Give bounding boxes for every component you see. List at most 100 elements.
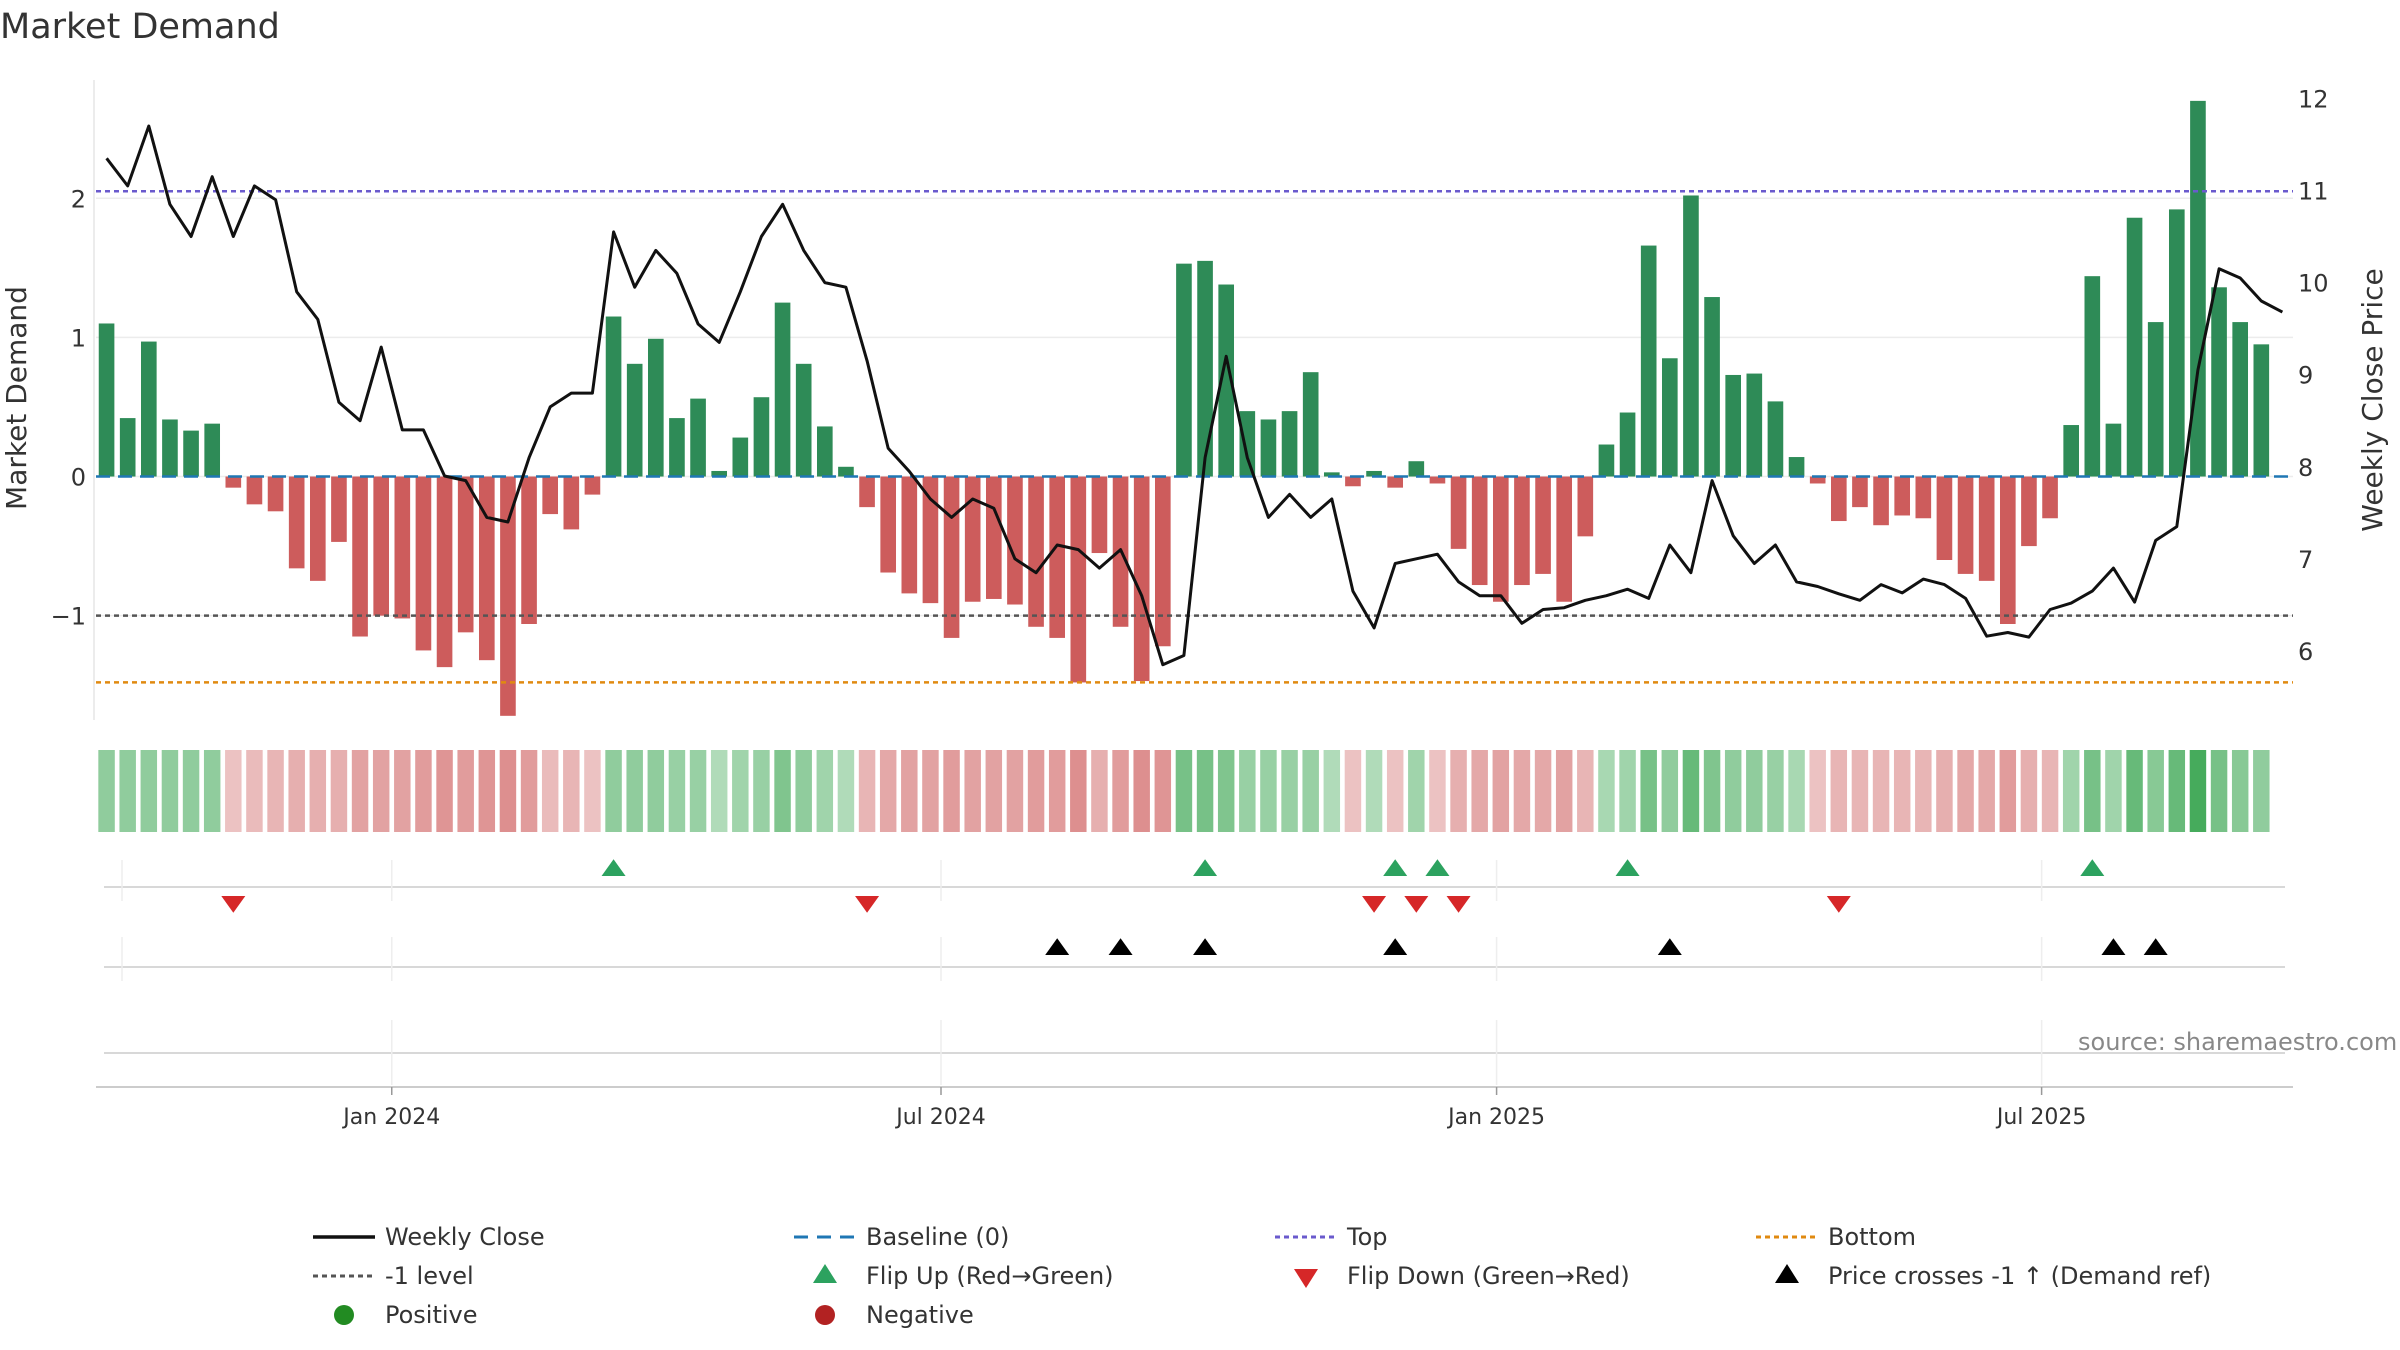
bar-positive bbox=[626, 363, 643, 477]
heat-cell bbox=[2062, 750, 2080, 832]
bar-positive bbox=[204, 423, 221, 477]
y2-tick-label: 11 bbox=[2298, 178, 2329, 206]
heat-cell bbox=[394, 750, 411, 832]
flip-up-marker bbox=[601, 859, 626, 876]
bar-negative bbox=[1387, 476, 1404, 488]
legend-swatch-triangle-up bbox=[813, 1264, 837, 1283]
flip-up-marker bbox=[1383, 859, 1408, 876]
heat-cell bbox=[1893, 750, 1911, 832]
bar-negative bbox=[859, 476, 875, 508]
flip-down-marker bbox=[1446, 896, 1471, 913]
heat-cell bbox=[1070, 750, 1087, 832]
bar-negative bbox=[309, 476, 326, 581]
heat-cell bbox=[1027, 750, 1045, 832]
bar-negative bbox=[1999, 476, 2016, 624]
bar-positive bbox=[1281, 411, 1298, 477]
x-tick-label: Jul 2025 bbox=[1995, 1105, 2087, 1130]
bar-negative bbox=[1809, 476, 1826, 484]
bar-negative bbox=[1450, 476, 1467, 549]
heat-cell bbox=[563, 750, 580, 832]
heat-cell bbox=[922, 750, 939, 832]
bar-negative bbox=[1133, 476, 1150, 682]
legend-label-bottom: Bottom bbox=[1828, 1223, 1916, 1251]
bar-positive bbox=[140, 341, 157, 477]
heat-cell bbox=[520, 750, 538, 832]
heat-cell bbox=[732, 750, 749, 832]
heat-cell bbox=[1978, 750, 1995, 832]
bar-negative bbox=[225, 476, 242, 488]
legend-label-baseline: Baseline (0) bbox=[866, 1223, 1009, 1251]
heat-cell bbox=[1830, 750, 1848, 832]
heat-cell bbox=[1640, 750, 1657, 832]
heat-cell bbox=[478, 750, 496, 832]
heat-cell bbox=[689, 750, 707, 832]
heat-cell bbox=[1239, 750, 1256, 832]
bar-negative bbox=[1957, 476, 1974, 574]
bar-positive bbox=[1323, 472, 1340, 477]
bar-negative bbox=[1028, 476, 1044, 627]
price-cross-marker bbox=[1193, 938, 1218, 955]
bar-negative bbox=[373, 476, 390, 616]
heat-cell bbox=[1915, 750, 1932, 832]
price-line bbox=[105, 124, 2284, 667]
heat-cell bbox=[161, 750, 179, 832]
bar-positive bbox=[2084, 276, 2101, 477]
heat-cell bbox=[1682, 750, 1700, 832]
bar-negative bbox=[1345, 476, 1361, 487]
legend-label-negative: Negative bbox=[866, 1301, 974, 1329]
heat-cell bbox=[1767, 750, 1784, 832]
demand-bars bbox=[98, 100, 2270, 716]
bar-negative bbox=[436, 476, 453, 668]
heat-cell bbox=[372, 750, 390, 832]
y2-tick-label: 9 bbox=[2298, 362, 2313, 390]
bar-negative bbox=[1852, 476, 1868, 508]
bar-positive bbox=[605, 316, 622, 477]
bar-negative bbox=[1577, 476, 1594, 537]
legend-label-positive: Positive bbox=[385, 1301, 478, 1329]
bar-positive bbox=[1598, 444, 1615, 477]
empty-bottom-panel bbox=[104, 1020, 2285, 1085]
heat-cell bbox=[837, 750, 855, 832]
demand-heat-strip bbox=[98, 750, 2270, 832]
bar-negative bbox=[964, 476, 981, 602]
y2-tick-label: 7 bbox=[2298, 546, 2313, 574]
heat-cell bbox=[351, 750, 369, 832]
bar-positive bbox=[753, 397, 770, 477]
bar-positive bbox=[2253, 344, 2270, 477]
heat-cell bbox=[1703, 750, 1721, 832]
source-label: source: sharemaestro.com bbox=[2078, 1028, 2397, 1056]
bar-negative bbox=[267, 476, 284, 512]
heat-cell bbox=[1323, 750, 1341, 832]
heat-cell bbox=[901, 750, 918, 832]
bar-positive bbox=[1218, 284, 1235, 477]
bar-negative bbox=[1936, 476, 1953, 560]
legend: Weekly Close Baseline (0) Top Bottom -1 leve… bbox=[313, 1223, 2211, 1329]
bar-negative bbox=[901, 476, 918, 594]
heat-cell bbox=[2084, 750, 2101, 832]
heat-cell bbox=[816, 750, 834, 832]
y-axis-label: Market Demand bbox=[0, 286, 33, 510]
legend-label-flip-up: Flip Up (Red→Green) bbox=[866, 1262, 1114, 1290]
legend-swatch-triangle-up bbox=[1775, 1264, 1799, 1283]
bar-negative bbox=[1978, 476, 1995, 581]
heat-cell bbox=[1112, 750, 1129, 832]
heat-cell bbox=[1809, 750, 1826, 832]
heat-cell bbox=[2041, 750, 2059, 832]
heat-cell bbox=[1006, 750, 1024, 832]
heat-cell bbox=[2105, 750, 2122, 832]
price-line-group bbox=[105, 124, 2284, 667]
bar-positive bbox=[1725, 374, 1742, 477]
bar-positive bbox=[1302, 372, 1319, 477]
heat-cell bbox=[1133, 750, 1150, 832]
bar-negative bbox=[985, 476, 1002, 599]
heat-cell bbox=[605, 750, 622, 832]
bar-positive bbox=[1683, 195, 1699, 477]
y2-axis-label: Weekly Close Price bbox=[2356, 268, 2389, 531]
heat-cell bbox=[2168, 750, 2186, 832]
price-cross-marker bbox=[1045, 938, 1070, 955]
heat-cell bbox=[1746, 750, 1763, 832]
bar-positive bbox=[1260, 419, 1277, 477]
flip-down-marker bbox=[1404, 896, 1429, 913]
heat-cell bbox=[309, 750, 327, 832]
